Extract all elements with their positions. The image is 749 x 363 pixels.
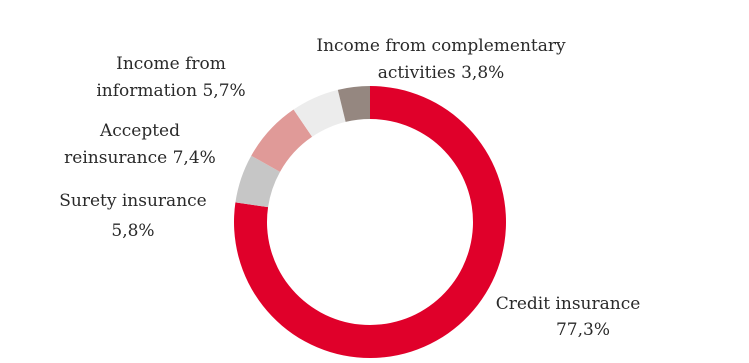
value-accepted-reinsurance: reinsurance 7,4% [64,148,216,168]
label-income-complementary: Income from complementary [316,36,566,56]
label-income-information: Income from [116,54,226,74]
value-credit-insurance: 77,3% [556,320,610,340]
label-credit-insurance: Credit insurance [496,294,641,314]
value-income-information: information 5,7% [96,81,245,101]
slice-surety-insurance [235,155,281,208]
label-surety-insurance: Surety insurance [59,191,206,211]
slice-income-from-complementary-activities [337,86,370,122]
value-surety-insurance: 5,8% [111,221,154,241]
donut-slices [234,86,506,358]
slice-accepted-reinsurance [251,109,313,172]
slice-income-from-information [293,89,346,137]
value-income-complementary: activities 3,8% [378,63,505,83]
label-accepted-reinsurance: Accepted [99,121,180,141]
